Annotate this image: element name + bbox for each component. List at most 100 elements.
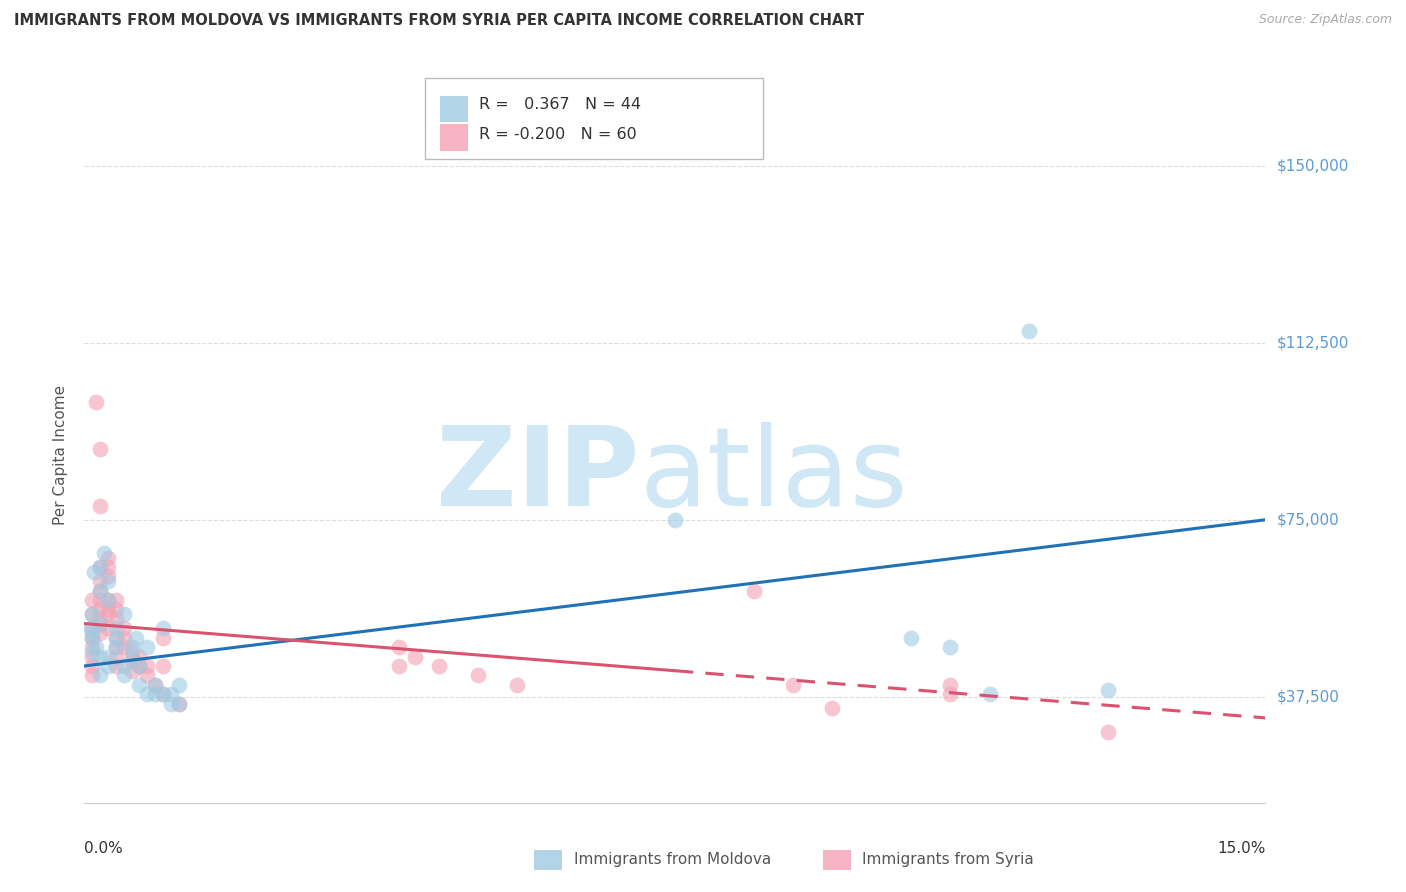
Point [782, 678, 804, 692]
Point [136, 668, 159, 682]
Point [152, 687, 174, 701]
Point [82, 645, 104, 659]
Point [84, 640, 107, 654]
Text: $75,000: $75,000 [1277, 512, 1340, 527]
Point [79, 621, 101, 635]
Point [104, 649, 127, 664]
Point [97, 550, 120, 565]
Text: Immigrants from Syria: Immigrants from Syria [862, 853, 1033, 867]
Point [388, 659, 411, 673]
Point [104, 612, 127, 626]
Point [121, 654, 143, 668]
Point [1097, 682, 1119, 697]
Point [160, 697, 183, 711]
Point [89, 649, 111, 664]
Point [89, 602, 111, 616]
Point [89, 626, 111, 640]
Point [506, 678, 529, 692]
Point [939, 687, 962, 701]
Point [89, 612, 111, 626]
Point [121, 649, 143, 664]
Text: R = -0.200   N = 60: R = -0.200 N = 60 [479, 128, 637, 143]
Point [97, 649, 120, 664]
Point [112, 668, 135, 682]
Point [128, 649, 150, 664]
Point [124, 631, 146, 645]
Point [128, 659, 150, 673]
Point [143, 678, 166, 692]
Point [89, 499, 111, 513]
Point [136, 659, 159, 673]
Text: $37,500: $37,500 [1277, 690, 1340, 704]
Point [152, 621, 174, 635]
Point [121, 645, 143, 659]
Point [84, 395, 107, 409]
Text: IMMIGRANTS FROM MOLDOVA VS IMMIGRANTS FROM SYRIA PER CAPITA INCOME CORRELATION C: IMMIGRANTS FROM MOLDOVA VS IMMIGRANTS FR… [14, 13, 865, 29]
Point [82, 621, 104, 635]
Point [89, 668, 111, 682]
Point [82, 607, 104, 621]
Point [112, 607, 135, 621]
Point [89, 593, 111, 607]
Text: Source: ZipAtlas.com: Source: ZipAtlas.com [1258, 13, 1392, 27]
Point [121, 640, 143, 654]
Point [167, 678, 190, 692]
Point [97, 602, 120, 616]
Point [89, 583, 111, 598]
Point [97, 593, 120, 607]
Point [427, 659, 450, 673]
Point [136, 640, 159, 654]
Point [467, 668, 489, 682]
Point [152, 687, 174, 701]
Y-axis label: Per Capita Income: Per Capita Income [53, 384, 69, 525]
Point [97, 593, 120, 607]
Point [104, 640, 127, 654]
Point [121, 664, 143, 678]
Point [128, 659, 150, 673]
Point [152, 631, 174, 645]
Text: $112,500: $112,500 [1277, 335, 1348, 351]
Point [979, 687, 1001, 701]
Point [89, 616, 111, 631]
Point [89, 583, 111, 598]
Point [143, 687, 166, 701]
Point [104, 631, 127, 645]
Point [821, 701, 844, 715]
Text: Immigrants from Moldova: Immigrants from Moldova [574, 853, 770, 867]
Point [82, 607, 104, 621]
Point [167, 697, 190, 711]
Point [89, 560, 111, 574]
Point [104, 631, 127, 645]
Point [939, 678, 962, 692]
Text: atlas: atlas [640, 422, 908, 529]
Point [152, 659, 174, 673]
Point [112, 659, 135, 673]
Point [167, 697, 190, 711]
Point [1018, 324, 1040, 338]
Point [104, 659, 127, 673]
Point [93, 546, 115, 560]
Text: 0.0%: 0.0% [84, 840, 124, 855]
Point [89, 616, 111, 631]
Point [742, 583, 765, 598]
Point [112, 640, 135, 654]
Point [97, 659, 120, 673]
Point [82, 631, 104, 645]
Text: ZIP: ZIP [436, 422, 640, 529]
Point [89, 560, 111, 574]
Point [82, 593, 104, 607]
Point [160, 687, 183, 701]
Point [104, 621, 127, 635]
Point [83, 565, 105, 579]
Point [388, 640, 411, 654]
Point [900, 631, 922, 645]
Point [82, 631, 104, 645]
Point [82, 640, 104, 654]
Point [97, 607, 120, 621]
Point [112, 621, 135, 635]
Text: $150,000: $150,000 [1277, 159, 1348, 174]
Point [128, 678, 150, 692]
Point [82, 659, 104, 673]
Point [404, 649, 426, 664]
Text: R =   0.367   N = 44: R = 0.367 N = 44 [479, 97, 641, 112]
